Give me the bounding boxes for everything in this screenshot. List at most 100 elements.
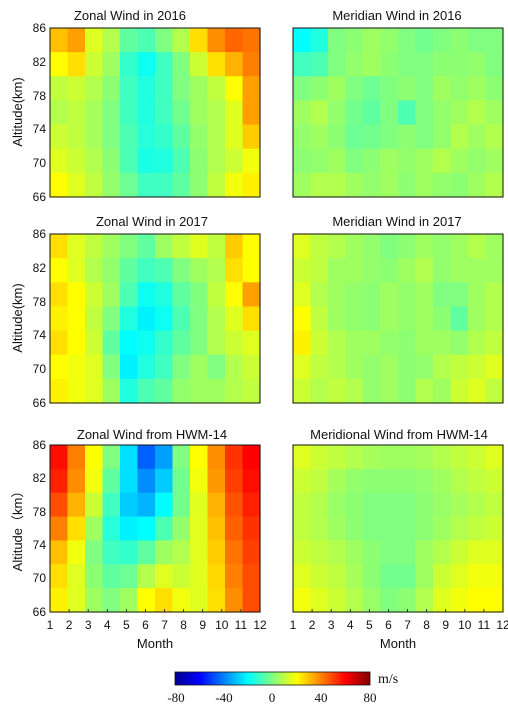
heatmap-cell	[120, 378, 139, 404]
heatmap-cell	[380, 564, 399, 589]
heatmap-cell	[293, 234, 312, 259]
heatmap-cell	[207, 564, 226, 589]
y-tick-label: 70	[33, 362, 47, 376]
heatmap-cell	[137, 445, 156, 470]
heatmap-cell	[242, 588, 261, 613]
heatmap-cell	[310, 100, 329, 126]
heatmap-cell	[155, 28, 174, 53]
heatmap-cell	[345, 306, 364, 332]
heatmap-cell	[67, 354, 86, 380]
heatmap-cell	[225, 354, 244, 380]
heatmap-cell	[345, 124, 364, 150]
plot-frame	[49, 233, 261, 404]
heatmap-cell	[207, 306, 226, 332]
x-tick-label: 2	[309, 618, 316, 632]
heatmap-cell	[328, 282, 347, 308]
y-tick-label: 66	[33, 396, 47, 410]
heatmap-cell	[67, 588, 86, 613]
heatmap-cell	[415, 445, 434, 470]
heatmap-cell	[328, 468, 347, 494]
heatmap-cell	[433, 100, 452, 126]
heatmap-cell	[485, 564, 504, 589]
heatmap-cell	[293, 516, 312, 542]
heatmap-cell	[293, 100, 312, 126]
heatmap-cell	[328, 564, 347, 589]
heatmap-cell	[310, 492, 329, 518]
heatmap-cell	[102, 306, 121, 332]
heatmap-cell	[293, 52, 312, 77]
heatmap-cell	[120, 172, 139, 198]
heatmap-cell	[120, 306, 139, 332]
heatmap-cell	[485, 540, 504, 565]
heatmap-cell	[50, 330, 69, 356]
heatmap-cell	[293, 306, 312, 332]
heatmap-cell	[225, 378, 244, 404]
heatmap-cell	[155, 516, 174, 542]
x-tick-label: 1	[47, 618, 54, 632]
y-axis-label: Altitude(km)	[10, 77, 25, 146]
heatmap-cell	[137, 100, 156, 126]
panel-meridian-2016: Meridian Wind in 2016	[292, 8, 504, 198]
colorbar-gradient	[174, 671, 371, 686]
heatmap-cell	[380, 124, 399, 150]
heatmap-cell	[415, 52, 434, 77]
heatmap-cell	[450, 100, 469, 126]
heatmap-cell	[155, 492, 174, 518]
heatmap-cell	[310, 258, 329, 283]
heatmap-cell	[155, 76, 174, 102]
heatmap-cell	[433, 148, 452, 174]
heatmap-cell	[50, 564, 69, 589]
heatmap-grid	[293, 28, 504, 198]
heatmap-cell	[242, 234, 261, 259]
heatmap-cell	[468, 445, 487, 470]
heatmap-cell	[207, 588, 226, 613]
heatmap-cell	[137, 306, 156, 332]
heatmap-cell	[380, 172, 399, 198]
y-axis-label: Altitude（km）	[10, 485, 25, 572]
heatmap-cell	[398, 468, 417, 494]
heatmap-cell	[398, 588, 417, 613]
heatmap-cell	[102, 124, 121, 150]
heatmap-cell	[102, 28, 121, 53]
heatmap-cell	[50, 588, 69, 613]
heatmap-cell	[137, 564, 156, 589]
heatmap-cell	[242, 52, 261, 77]
heatmap-cell	[137, 172, 156, 198]
heatmap-cell	[207, 124, 226, 150]
panel-title: Meridian Wind in 2016	[332, 8, 461, 23]
heatmap-cell	[242, 540, 261, 565]
heatmap-cell	[363, 148, 382, 174]
heatmap-cell	[363, 588, 382, 613]
heatmap-cell	[190, 148, 209, 174]
heatmap-cell	[137, 234, 156, 259]
heatmap-cell	[50, 282, 69, 308]
colorbar-tick: 40	[315, 690, 328, 705]
heatmap-cell	[50, 468, 69, 494]
heatmap-cell	[120, 148, 139, 174]
heatmap-cell	[468, 282, 487, 308]
heatmap-cell	[468, 378, 487, 404]
heatmap-cell	[415, 354, 434, 380]
panel-meridian-2017: Meridian Wind in 2017	[292, 214, 504, 404]
heatmap-cell	[380, 52, 399, 77]
heatmap-cell	[67, 564, 86, 589]
heatmap-cell	[450, 330, 469, 356]
panel-zonal-2016: Zonal Wind in 2016 Altitude(km) 66 70 74…	[10, 8, 261, 204]
heatmap-cell	[137, 588, 156, 613]
heatmap-cell	[415, 468, 434, 494]
heatmap-cell	[415, 234, 434, 259]
heatmap-cell	[415, 540, 434, 565]
x-tick-label: 8	[423, 618, 430, 632]
heatmap-cell	[85, 588, 104, 613]
heatmap-cell	[485, 172, 504, 198]
heatmap-cell	[67, 306, 86, 332]
heatmap-cell	[155, 540, 174, 565]
heatmap-cell	[433, 234, 452, 259]
heatmap-cell	[242, 28, 261, 53]
y-tick-label: 78	[33, 295, 47, 309]
heatmap-cell	[102, 100, 121, 126]
heatmap-cell	[242, 258, 261, 283]
heatmap-cell	[398, 124, 417, 150]
heatmap-grid	[293, 234, 504, 404]
